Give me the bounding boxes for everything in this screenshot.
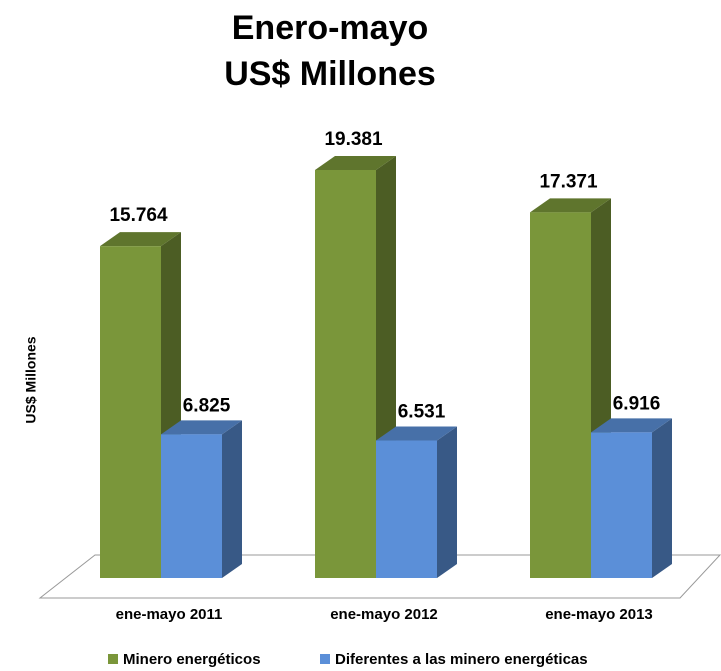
bar-top xyxy=(161,420,242,435)
bar-side xyxy=(652,418,672,578)
bar-top xyxy=(100,232,181,247)
legend-label: Minero energéticos xyxy=(123,651,261,668)
bar-top xyxy=(530,198,611,213)
bar xyxy=(315,170,376,578)
bar-top xyxy=(315,156,396,170)
data-label: 6.825 xyxy=(183,395,231,416)
bar xyxy=(100,246,161,578)
y-axis-label: US$ Millones xyxy=(23,336,39,423)
data-label: 15.764 xyxy=(109,205,168,226)
data-label: 17.371 xyxy=(539,171,598,192)
bar-top xyxy=(591,418,672,433)
chart-title: Enero-mayo xyxy=(232,9,429,47)
chart-subtitle: US$ Millones xyxy=(224,55,436,93)
bar xyxy=(161,434,222,578)
bar xyxy=(376,440,437,578)
bar xyxy=(591,432,652,578)
data-label: 6.916 xyxy=(613,393,661,414)
legend-label: Diferentes a las minero energéticas xyxy=(335,651,588,668)
x-tick-label: ene-mayo 2011 xyxy=(116,606,223,623)
x-tick-label: ene-mayo 2013 xyxy=(545,606,653,623)
data-label: 6.531 xyxy=(398,402,446,423)
x-tick-label: ene-mayo 2012 xyxy=(330,606,438,623)
bar-side xyxy=(222,420,242,578)
legend-swatch xyxy=(108,654,118,664)
bar xyxy=(530,212,591,578)
legend-swatch xyxy=(320,654,330,664)
bar-side xyxy=(437,426,457,578)
data-label: 19.381 xyxy=(324,129,383,150)
bar-top xyxy=(376,426,457,441)
